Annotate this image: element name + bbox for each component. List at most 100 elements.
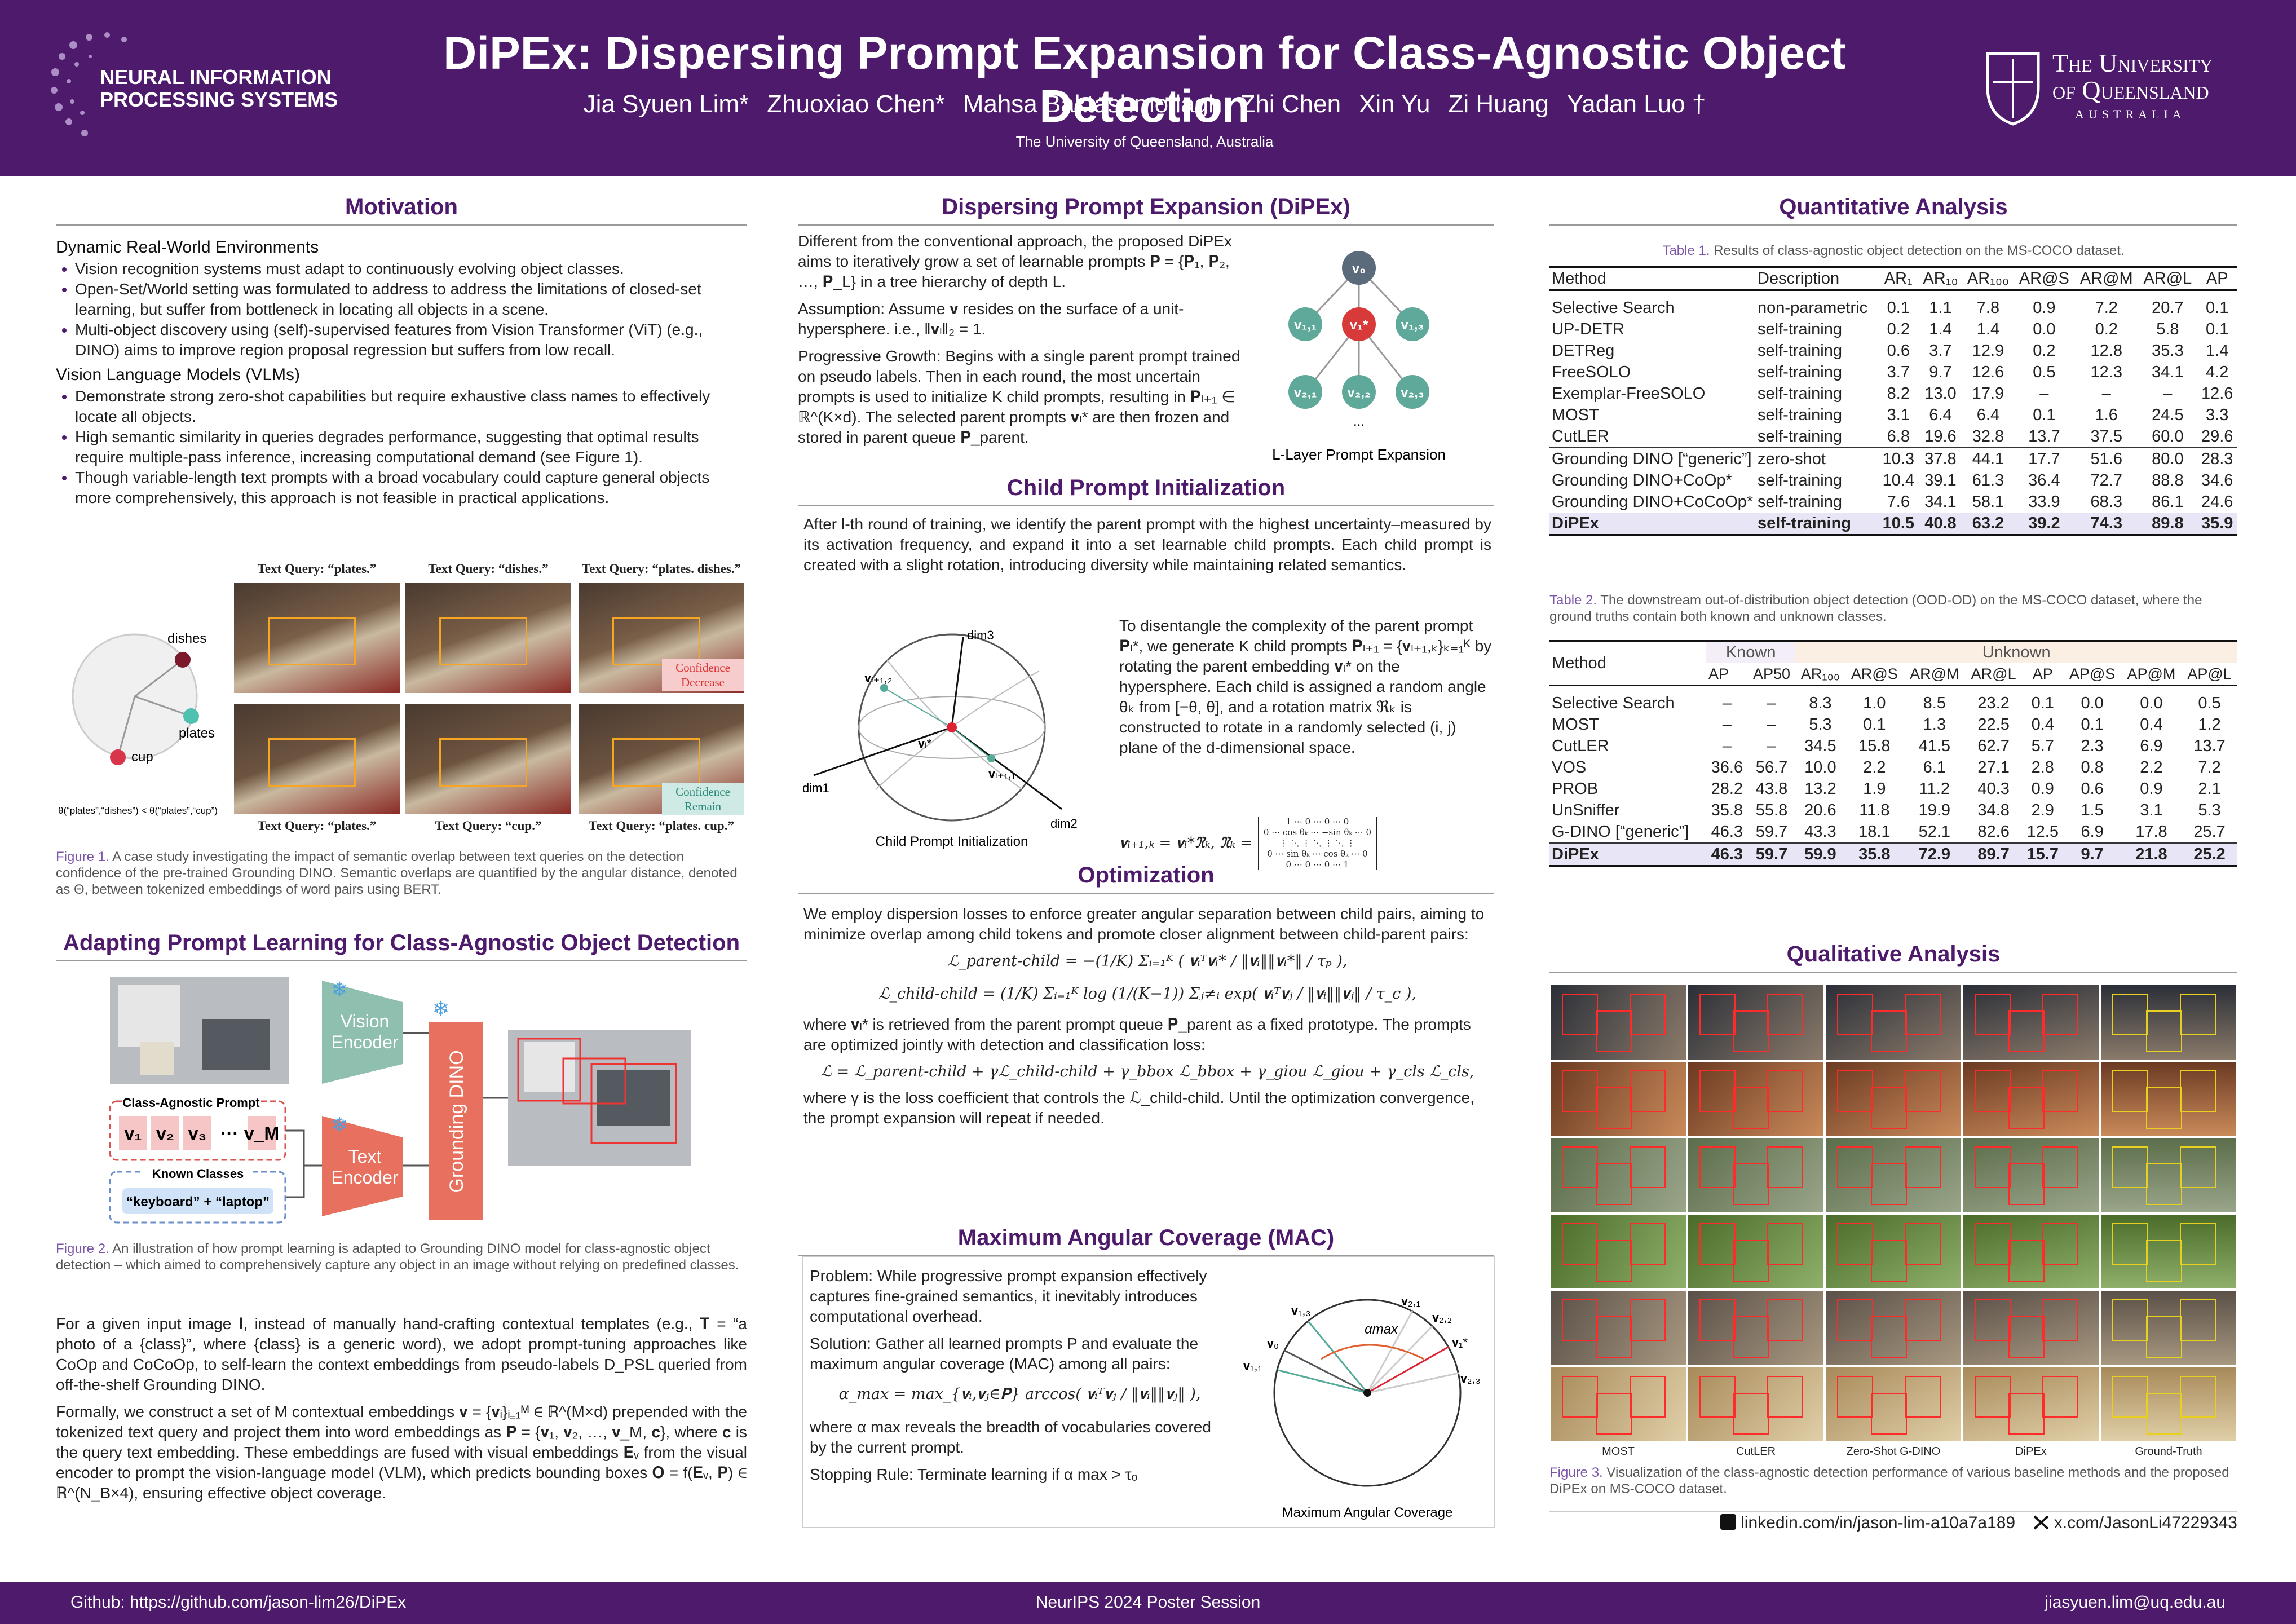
vision-encoder xyxy=(322,981,403,1084)
tree-node xyxy=(1342,307,1376,341)
caption-label: Table 1. xyxy=(1662,243,1710,258)
cell: Selective Search xyxy=(1552,694,1675,712)
text: Terminate learning if α max > τₒ xyxy=(917,1466,1138,1483)
cell: 59.7 xyxy=(1755,823,1788,841)
result-image xyxy=(1551,985,1686,1060)
detection-box xyxy=(1562,994,1598,1035)
prompt-box xyxy=(109,1100,286,1161)
detection-box xyxy=(1905,1375,1941,1418)
author: Zhi Chen xyxy=(1240,90,1341,118)
author: Zi Huang xyxy=(1448,90,1549,118)
cell: 2.9 xyxy=(2031,801,2054,819)
paragraph: Problem: While progressive prompt expans… xyxy=(810,1266,1230,1327)
cell: – xyxy=(2039,385,2049,403)
table-2: Method Known Unknown AP AP50 AR₁₀₀ AR@S AR@M AR@… xyxy=(1549,640,2237,867)
cell: 8.2 xyxy=(1887,385,1910,403)
table-row: VOS 36.6 56.7 10.0 2.2 6.1 27.1 2.8 0.8 2.2 7.2 xyxy=(1549,757,2237,778)
cell: 0.9 xyxy=(2031,780,2054,798)
header-row: AP AP50 AR₁₀₀ AR@S AR@M AR@L AP AP@S AP@M AP@L xyxy=(1549,663,2237,686)
result-image xyxy=(1551,1214,1686,1288)
cell: Grounding DINO+CoOp* xyxy=(1552,471,1732,489)
query-label: Text Query: “cup.” xyxy=(435,819,542,833)
detection-box xyxy=(2112,1070,2148,1112)
detection-box xyxy=(1699,1299,1736,1341)
cell: 0.9 xyxy=(2033,299,2056,317)
column-header: AR₁₀₀ xyxy=(1795,663,1845,686)
detection-box xyxy=(1871,1163,1907,1205)
cell: 3.7 xyxy=(1929,342,1952,360)
cell: 80.0 xyxy=(2138,447,2197,470)
cell: self-training xyxy=(1758,320,1842,338)
cell: 36.4 xyxy=(2028,471,2060,489)
table-row: MOST – – 5.3 0.1 1.3 22.5 0.4 0.1 0.4 1.2 xyxy=(1549,714,2237,735)
bullet: Demonstrate strong zero-shot capabilitie… xyxy=(75,386,747,427)
detection-box xyxy=(612,738,700,787)
token-label: v₂ xyxy=(156,1123,174,1144)
paragraph: where α max reveals the breadth of vocab… xyxy=(810,1418,1211,1456)
cell: 0.1 xyxy=(2031,694,2054,712)
result-image xyxy=(1826,1291,1961,1365)
cell: 58.1 xyxy=(1972,493,2004,511)
frozen-icon: ❄ xyxy=(432,997,449,1020)
table: Method Known Unknown AP AP50 AR₁₀₀ AR@S AR@M AR@… xyxy=(1549,640,2237,867)
equation: ℒ = ℒ_parent-child + γℒ_child-child + γ_… xyxy=(820,1063,1474,1080)
cell: – xyxy=(1722,716,1732,734)
vector-label: 𝐯₁,₃ xyxy=(1291,1304,1310,1318)
cell: 24.6 xyxy=(2201,493,2233,511)
text: Assume 𝐯 resides on the surface of a uni… xyxy=(798,300,1184,338)
subheading: Dynamic Real-World Environments xyxy=(56,238,319,257)
paragraph: where 𝐯ₗ* is retrieved from the parent p… xyxy=(803,1016,1471,1053)
cell: self-training xyxy=(1758,406,1842,424)
result-image xyxy=(1826,1214,1961,1288)
cell: 15.8 xyxy=(1858,737,1891,755)
detection-box xyxy=(439,617,527,665)
cell: 62.7 xyxy=(1977,737,2010,755)
detection-box xyxy=(1562,1375,1598,1418)
table-row: UnSniffer 35.8 55.8 20.6 11.8 19.9 34.8 2.9 1.5 3… xyxy=(1549,800,2237,821)
cell: 10.4 xyxy=(1882,471,1915,489)
detection-box xyxy=(1767,1223,1803,1265)
label: Solution: xyxy=(810,1335,871,1352)
cell: 17.9 xyxy=(1972,385,2004,403)
detection-box xyxy=(2180,1299,2216,1341)
frozen-icon: ❄ xyxy=(331,1113,348,1136)
cell: 9.7 xyxy=(1929,363,1952,381)
child-heading: Child Prompt Initialization xyxy=(798,475,1494,506)
axis-label: dim1 xyxy=(802,781,829,795)
paragraph: For a given input image 𝐈, instead of ma… xyxy=(56,1315,747,1393)
cell: 10.3 xyxy=(1878,447,1919,470)
paragraph: After l-th round of training, we identif… xyxy=(803,514,1491,582)
cell: 51.6 xyxy=(2074,447,2139,470)
detection-box xyxy=(1596,1163,1632,1205)
cell: 34.1 xyxy=(2152,363,2184,381)
cell: 72.9 xyxy=(1904,842,1966,867)
cell: Exemplar-FreeSOLO xyxy=(1552,385,1706,403)
detection-box xyxy=(1699,1223,1736,1265)
detection-box xyxy=(1596,1392,1632,1435)
detection-box xyxy=(2008,1239,2045,1282)
table-row: FreeSOLO self-training 3.7 9.7 12.6 0.5 12.3 34… xyxy=(1549,361,2237,383)
cell: 3.1 xyxy=(2140,801,2163,819)
heading: Child Prompt Initialization xyxy=(798,475,1494,506)
mac-diagram: 𝐯₁,₃ 𝐯₀ 𝐯₁,₁ 𝐯₂,₁ 𝐯₂,₂ 𝐯₁* 𝐯₂,₃ αmax Max… xyxy=(1243,1294,1481,1520)
table-row: CutLER – – 34.5 15.8 41.5 62.7 5.7 2.3 6.9 13.7 xyxy=(1549,735,2237,757)
cell: 9.7 xyxy=(2063,842,2121,867)
point-label: plates xyxy=(179,726,215,741)
cell: self-training xyxy=(1758,342,1842,360)
tree-node xyxy=(1288,375,1322,409)
bullet: Vision recognition systems must adapt to… xyxy=(75,259,747,279)
detection-box xyxy=(612,617,700,665)
cell: 0.1 xyxy=(2206,320,2229,338)
figure-1-caption: Figure 1. A case study investigating the… xyxy=(56,849,747,898)
column-header: Method xyxy=(1549,640,1706,686)
detection-box xyxy=(2180,1223,2216,1265)
affiliation: The University of Queensland, Australia xyxy=(1015,133,1274,150)
title: DiPEx: Dispersing Prompt Expansion for C… xyxy=(443,28,1846,132)
query-label: Text Query: “dishes.” xyxy=(428,562,549,576)
cell: 22.5 xyxy=(1977,716,2010,734)
result-image xyxy=(1963,1214,2099,1288)
adapting-text: For a given input image 𝐈, instead of ma… xyxy=(56,1314,747,1510)
detection-box xyxy=(268,617,356,665)
cell: 27.1 xyxy=(1977,758,2010,776)
